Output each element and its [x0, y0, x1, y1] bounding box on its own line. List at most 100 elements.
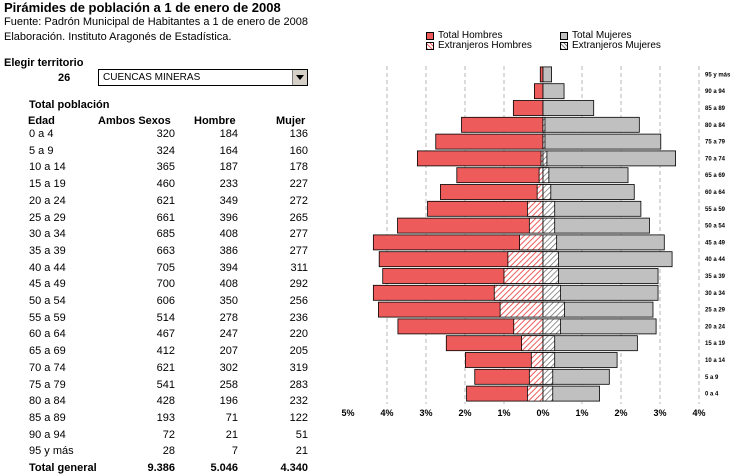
total-hombre: 5.046	[210, 462, 238, 474]
age-group-label: 25 a 29	[705, 308, 726, 314]
age-group-label: 0 a 4	[705, 392, 719, 398]
cell-ambos: 541	[156, 378, 175, 391]
x-tick-label: 1%	[575, 408, 588, 418]
bar-total-hombres	[534, 83, 544, 100]
cell-hombre: 7	[231, 445, 238, 458]
cell-edad: 0 a 4	[29, 128, 54, 140]
legend-label: Extranjeros Mujeres	[572, 40, 661, 51]
cell-mujer: 122	[289, 411, 308, 424]
cell-edad: 10 a 14	[29, 161, 66, 174]
bar-total-mujeres	[542, 100, 595, 116]
x-tick-label: 0%	[536, 408, 549, 418]
territory-select[interactable]: CUENCAS MINERAS	[98, 69, 308, 86]
legend-label: Total Mujeres	[572, 30, 632, 41]
bar-total-hombres	[512, 100, 544, 116]
bar-total-mujeres	[542, 234, 665, 251]
age-group-label: 35 a 39	[705, 274, 726, 280]
cell-hombre: 71	[225, 411, 238, 424]
bar-total-mujeres	[542, 133, 662, 150]
bar-extranjeros-hombres	[521, 335, 544, 352]
total-label: Total general	[29, 462, 97, 474]
age-group-label: 55 a 59	[705, 207, 726, 213]
cell-mujer: 136	[289, 128, 308, 140]
cell-ambos: 72	[162, 428, 175, 441]
bar-extranjeros-mujeres	[542, 167, 550, 184]
cell-ambos: 460	[156, 178, 175, 191]
cell-mujer: 236	[289, 311, 308, 324]
bar-extranjeros-hombres	[530, 352, 544, 368]
cell-hombre: 164	[219, 144, 238, 157]
cell-hombre: 278	[219, 311, 238, 324]
bar-extranjeros-mujeres	[542, 385, 554, 402]
bar-total-mujeres	[542, 83, 565, 100]
header-edad: Edad	[28, 115, 55, 127]
bar-extranjeros-mujeres	[542, 318, 561, 335]
bar-extranjeros-mujeres	[542, 251, 560, 268]
legend-swatch	[426, 41, 434, 50]
cell-hombre: 233	[219, 178, 238, 191]
cell-ambos: 621	[156, 361, 175, 374]
cell-hombre: 386	[219, 244, 238, 257]
cell-edad: 5 a 9	[29, 144, 54, 157]
legend-swatch	[560, 41, 568, 50]
bar-total-mujeres	[542, 335, 638, 352]
cell-edad: 15 a 19	[29, 178, 66, 191]
bar-extranjeros-mujeres	[542, 301, 565, 318]
page-title: Pirámides de población a 1 de enero de 2…	[4, 0, 281, 15]
legend-swatch	[560, 31, 568, 40]
cell-mujer: 227	[289, 178, 308, 191]
total-mujer: 4.340	[280, 462, 308, 474]
bar-total-hombres	[539, 66, 544, 83]
bar-extranjeros-mujeres	[542, 335, 556, 352]
cell-ambos: 412	[156, 345, 175, 358]
bar-extranjeros-hombres	[513, 318, 544, 335]
bar-total-mujeres	[542, 184, 635, 200]
cell-edad: 30 a 34	[29, 228, 66, 241]
cell-ambos: 514	[156, 311, 175, 324]
cell-edad: 70 a 74	[29, 361, 66, 374]
cell-edad: 65 a 69	[29, 345, 66, 358]
cell-ambos: 705	[156, 261, 175, 274]
cell-ambos: 428	[156, 395, 175, 408]
cell-ambos: 320	[156, 128, 175, 140]
source-text: Fuente: Padrón Municipal de Habitantes a…	[4, 16, 308, 28]
bar-extranjeros-hombres	[528, 368, 544, 385]
bar-total-mujeres	[542, 150, 677, 167]
cell-ambos: 663	[156, 244, 175, 257]
legend-label: Total Hombres	[438, 30, 503, 41]
cell-hombre: 258	[219, 378, 238, 391]
bar-total-mujeres	[542, 217, 650, 234]
bar-total-hombres	[435, 133, 544, 150]
age-group-label: 75 a 79	[705, 140, 726, 146]
cell-edad: 45 a 49	[29, 278, 66, 291]
bar-total-hombres	[440, 184, 544, 200]
age-group-label: 60 a 64	[705, 190, 726, 196]
cell-ambos: 365	[156, 161, 175, 174]
bar-extranjeros-hombres	[499, 301, 544, 318]
x-tick-label: 4%	[380, 408, 393, 418]
legend-item-extranjeros-hombres: Extranjeros Hombres	[426, 40, 532, 51]
cell-ambos: 661	[156, 211, 175, 224]
cell-mujer: 178	[289, 161, 308, 174]
bar-extranjeros-mujeres	[542, 116, 546, 133]
chevron-down-icon[interactable]	[292, 70, 307, 85]
bar-extranjeros-hombres	[526, 200, 544, 217]
bar-extranjeros-mujeres	[542, 284, 561, 301]
age-group-label: 10 a 14	[705, 358, 726, 364]
legend-item-extranjeros-mujeres: Extranjeros Mujeres	[560, 40, 661, 51]
bar-total-hombres	[461, 116, 544, 133]
cell-hombre: 349	[219, 194, 238, 207]
age-group-label: 5 a 9	[705, 375, 719, 381]
bar-extranjeros-mujeres	[542, 217, 556, 234]
age-group-label: 90 a 94	[705, 89, 726, 95]
table-title: Total población	[29, 99, 110, 111]
age-group-label: 65 a 69	[705, 173, 726, 179]
bar-extranjeros-mujeres	[542, 234, 558, 251]
cell-mujer: 319	[289, 361, 308, 374]
cell-ambos: 324	[156, 144, 175, 157]
cell-mujer: 272	[289, 194, 308, 207]
bar-extranjeros-mujeres	[542, 268, 560, 284]
legend-swatch	[426, 31, 434, 40]
bar-total-hombres	[397, 217, 544, 234]
cell-edad: 55 a 59	[29, 311, 66, 324]
